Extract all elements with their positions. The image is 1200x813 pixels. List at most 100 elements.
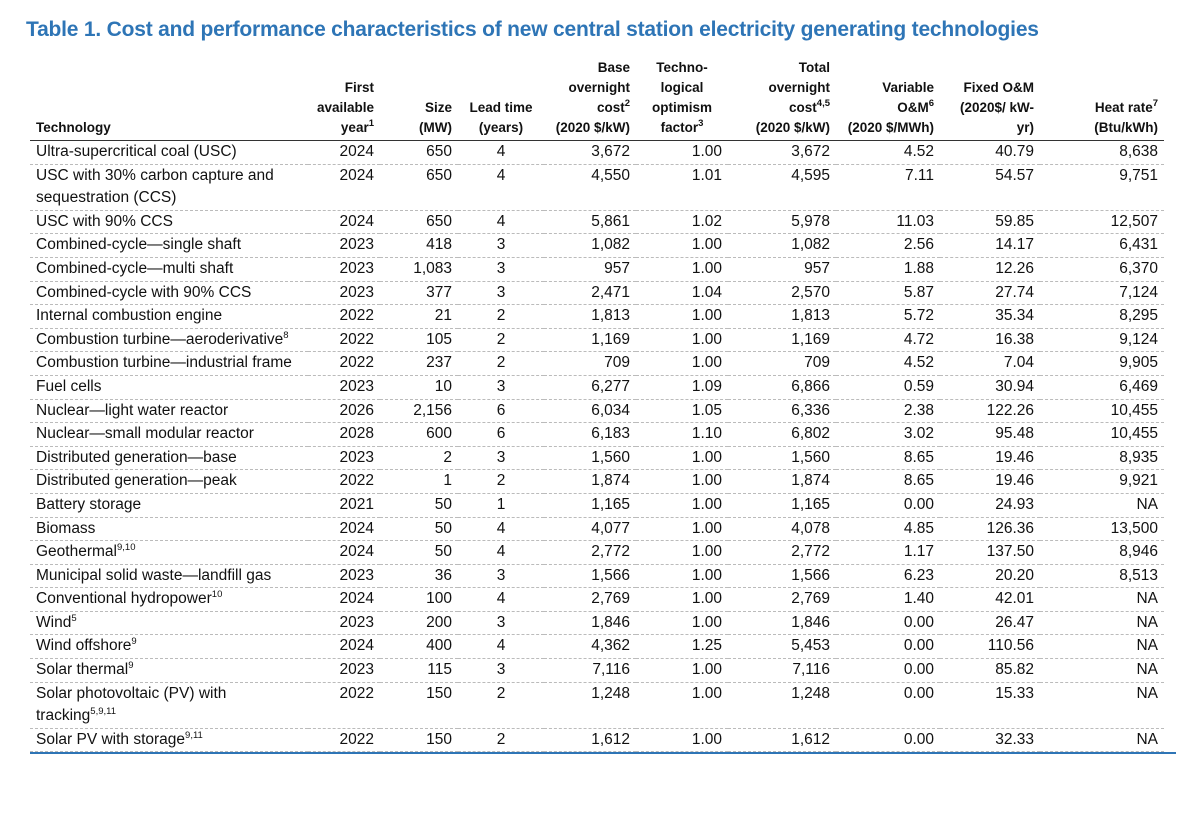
value-cell: 1,083 xyxy=(380,257,458,282)
value-cell: 2024 xyxy=(308,634,380,660)
table-row: Combustion turbine—industrial frame 2022 2… xyxy=(30,351,1164,376)
value-cell: 5,978 xyxy=(728,210,836,235)
value-cell: 1.25 xyxy=(636,634,728,660)
table-row: Biomass 2024 50 4 4,077 1.00 4,078 4.85 126.36 13… xyxy=(30,517,1164,542)
value-cell: NA xyxy=(1040,587,1164,612)
table-row: Ultra-supercritical coal (USC) 2024 650 4 3,… xyxy=(30,140,1164,165)
value-cell: 1,169 xyxy=(728,328,836,353)
title: Table 1. Cost and performance characteri… xyxy=(26,18,1039,41)
header-unit: (2020 $/kW) xyxy=(755,120,830,135)
value-cell: 1,082 xyxy=(728,233,836,258)
technology-name: Municipal solid waste—landfill gas xyxy=(36,566,272,584)
value-cell: 137.50 xyxy=(940,540,1040,565)
header-text: Size xyxy=(424,100,452,115)
footnote-ref: 1 xyxy=(368,118,374,129)
value-cell: 2023 xyxy=(308,375,380,400)
value-cell: 6,370 xyxy=(1040,257,1164,282)
value-cell: 1.00 xyxy=(636,658,728,683)
value-cell: 42.01 xyxy=(940,587,1040,612)
technology-name: Fuel cells xyxy=(36,377,102,395)
value-cell: 2024 xyxy=(308,540,380,565)
value-cell: 2,156 xyxy=(380,399,458,424)
value-cell: 2 xyxy=(458,304,544,329)
header-cell: Size (MW) xyxy=(380,58,458,141)
value-cell: 2021 xyxy=(308,493,380,518)
technology-cell: Nuclear—light water reactor xyxy=(30,399,308,424)
header-unit: (2020$/ kW-yr) xyxy=(959,100,1034,135)
value-cell: 50 xyxy=(380,493,458,518)
value-cell: 650 xyxy=(380,210,458,235)
technology-cell: Wind offshore9 xyxy=(30,634,308,660)
value-cell: NA xyxy=(1040,493,1164,518)
value-cell: 12.26 xyxy=(940,257,1040,282)
value-cell: 3 xyxy=(458,257,544,282)
value-cell: 1,566 xyxy=(544,564,636,589)
value-cell: NA xyxy=(1040,682,1164,729)
value-cell: 6,183 xyxy=(544,422,636,447)
table-row: Nuclear—light water reactor 2026 2,156 6 6,0… xyxy=(30,399,1164,424)
technology-name: Combustion turbine—aeroderivative xyxy=(36,330,284,348)
value-cell: 2 xyxy=(458,351,544,376)
value-cell: 2023 xyxy=(308,233,380,258)
value-cell: 7.04 xyxy=(940,351,1040,376)
value-cell: 5,861 xyxy=(544,210,636,235)
value-cell: 150 xyxy=(380,728,458,753)
value-cell: 1,813 xyxy=(544,304,636,329)
value-cell: 4 xyxy=(458,587,544,612)
value-cell: 1.88 xyxy=(836,257,940,282)
header-cell: Fixed O&M (2020$/ kW-yr) xyxy=(940,58,1040,141)
header-unit: (Btu/kWh) xyxy=(1094,120,1158,135)
technology-cell: Solar PV with storage9,11 xyxy=(30,728,308,753)
header-cell: Heat rate7 (Btu/kWh) xyxy=(1040,58,1164,141)
value-cell: 3,672 xyxy=(728,140,836,165)
value-cell: 709 xyxy=(544,351,636,376)
value-cell: 9,751 xyxy=(1040,164,1164,211)
value-cell: 10,455 xyxy=(1040,399,1164,424)
value-cell: 4.52 xyxy=(836,351,940,376)
value-cell: 4 xyxy=(458,634,544,660)
value-cell: 20.20 xyxy=(940,564,1040,589)
value-cell: 4 xyxy=(458,164,544,211)
bottom-rule xyxy=(30,752,1176,754)
technology-name: Solar thermal xyxy=(36,661,129,679)
value-cell: 14.17 xyxy=(940,233,1040,258)
value-cell: 4.85 xyxy=(836,517,940,542)
value-cell: 1.00 xyxy=(636,728,728,753)
value-cell: 2,570 xyxy=(728,281,836,306)
technology-cell: USC with 30% carbon capture and sequestr… xyxy=(30,164,308,211)
value-cell: 10 xyxy=(380,375,458,400)
value-cell: 0.00 xyxy=(836,611,940,636)
value-cell: 3 xyxy=(458,658,544,683)
footnote-ref: 4,5 xyxy=(816,98,830,109)
value-cell: 26.47 xyxy=(940,611,1040,636)
header-unit: (2020 $/kW) xyxy=(555,120,630,135)
value-cell: 59.85 xyxy=(940,210,1040,235)
technology-name: Nuclear—light water reactor xyxy=(36,401,229,419)
value-cell: 7,116 xyxy=(728,658,836,683)
value-cell: 1.00 xyxy=(636,233,728,258)
value-cell: 957 xyxy=(544,257,636,282)
value-cell: 2028 xyxy=(308,422,380,447)
header-cell: Variable O&M6 (2020 $/MWh) xyxy=(836,58,940,141)
cost-table: Technology First available year1 Size (MW) L… xyxy=(30,58,1164,753)
table-body: Ultra-supercritical coal (USC) 2024 650 4 3,… xyxy=(30,140,1164,753)
value-cell: 1.00 xyxy=(636,682,728,729)
value-cell: 0.00 xyxy=(836,634,940,660)
value-cell: 1.00 xyxy=(636,469,728,494)
table-row: USC with 90% CCS 2024 650 4 5,861 1.02 5,978 11… xyxy=(30,210,1164,235)
technology-cell: Solar photovoltaic (PV) with tracking5,9… xyxy=(30,682,308,729)
value-cell: 9,905 xyxy=(1040,351,1164,376)
technology-name: Combustion turbine—industrial frame xyxy=(36,354,292,372)
value-cell: 2 xyxy=(458,469,544,494)
value-cell: NA xyxy=(1040,611,1164,636)
value-cell: 27.74 xyxy=(940,281,1040,306)
header-text: Techno-logical optimism factor xyxy=(651,60,712,135)
value-cell: 16.38 xyxy=(940,328,1040,353)
value-cell: 1.00 xyxy=(636,304,728,329)
value-cell: 6,469 xyxy=(1040,375,1164,400)
value-cell: 2022 xyxy=(308,328,380,353)
table-row: Fuel cells 2023 10 3 6,277 1.09 6,866 0.59 30.94… xyxy=(30,375,1164,400)
technology-cell: Ultra-supercritical coal (USC) xyxy=(30,140,308,165)
technology-cell: Internal combustion engine xyxy=(30,304,308,329)
value-cell: 1.10 xyxy=(636,422,728,447)
